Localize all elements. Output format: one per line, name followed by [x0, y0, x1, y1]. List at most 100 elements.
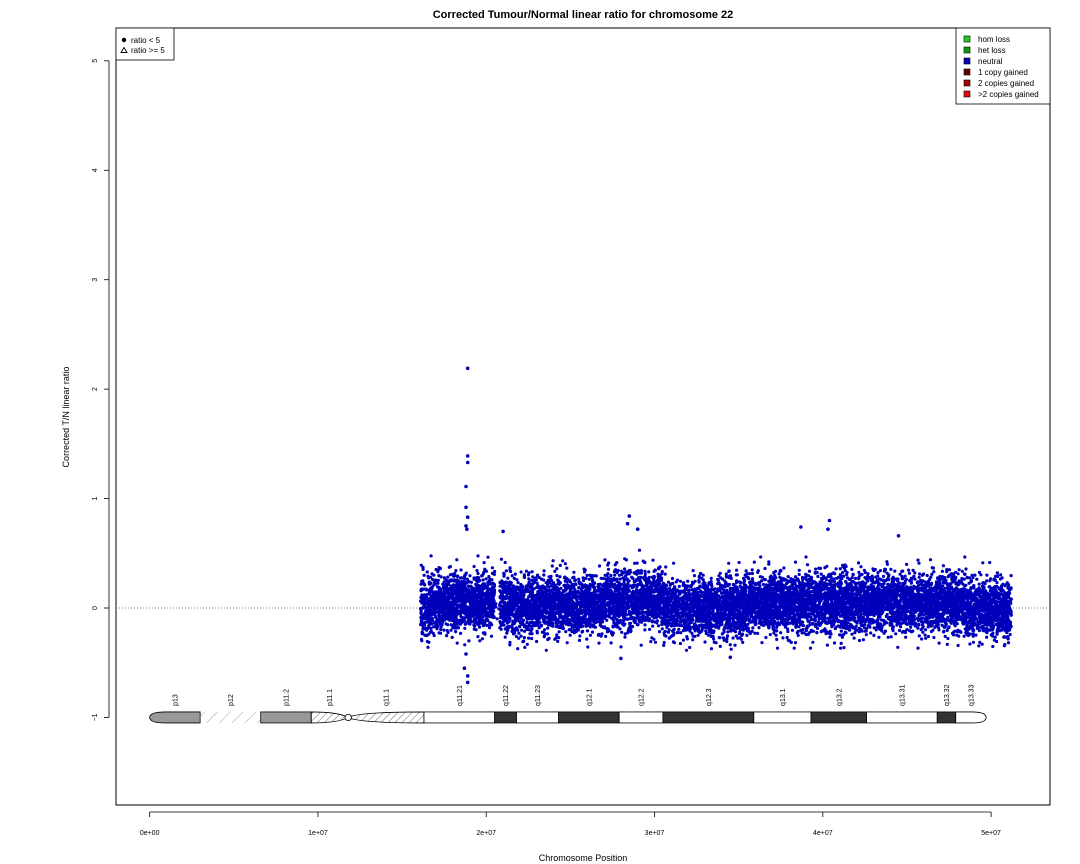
- data-point: [577, 577, 581, 581]
- data-point: [493, 590, 497, 594]
- data-point: [484, 577, 488, 581]
- band-label: q13.33: [968, 684, 975, 706]
- data-point: [643, 623, 647, 627]
- data-point: [521, 640, 525, 644]
- data-point: [745, 633, 749, 638]
- data-point: [572, 620, 576, 624]
- data-point: [557, 591, 561, 596]
- data-point: [608, 579, 613, 583]
- data-point: [455, 558, 459, 562]
- data-point: [565, 641, 569, 645]
- data-point: [449, 578, 453, 582]
- data-point: [519, 570, 523, 574]
- data-point: [605, 582, 610, 586]
- data-point: [505, 619, 509, 623]
- data-point: [483, 601, 488, 605]
- data-point: [530, 632, 534, 636]
- data-point: [482, 561, 486, 565]
- data-point: [450, 608, 454, 612]
- data-point: [662, 640, 666, 645]
- data-point: [452, 613, 456, 618]
- data-point: [503, 635, 507, 639]
- band-q13-2: [810, 711, 867, 724]
- data-point: [609, 597, 613, 601]
- data-point: [704, 629, 708, 633]
- data-point: [553, 569, 557, 574]
- data-point: [449, 605, 453, 610]
- data-point: [465, 615, 469, 619]
- data-point: [430, 618, 434, 623]
- data-point: [437, 614, 441, 618]
- data-point: [655, 597, 659, 601]
- data-point: [503, 560, 507, 565]
- data-point: [481, 572, 485, 576]
- data-point: [619, 594, 623, 598]
- data-point: [551, 588, 555, 592]
- band-q11-23: [516, 711, 559, 724]
- data-point: [539, 577, 544, 581]
- data-point: [651, 599, 655, 603]
- data-point: [653, 640, 658, 644]
- data-point: [584, 576, 588, 581]
- data-point: [507, 625, 512, 629]
- data-point: [562, 597, 566, 601]
- data-point: [517, 597, 522, 601]
- data-point: [615, 610, 619, 614]
- data-point: [439, 590, 443, 594]
- data-point: [447, 591, 451, 595]
- data-point: [556, 621, 560, 625]
- data-point: [532, 613, 536, 617]
- data-point: [650, 584, 654, 589]
- data-point: [435, 596, 439, 600]
- data-point: [421, 624, 425, 628]
- data-point: [655, 587, 660, 591]
- data-point: [420, 601, 424, 605]
- data-point: [597, 632, 601, 636]
- data-point: [534, 617, 539, 621]
- data-point: [422, 573, 426, 577]
- data-point: [594, 574, 598, 578]
- data-point: [442, 580, 446, 584]
- data-point: [427, 588, 431, 592]
- data-point: [465, 581, 469, 585]
- band-label: q13.2: [836, 688, 843, 706]
- data-point: [544, 600, 548, 605]
- data-point: [550, 617, 554, 621]
- data-point: [455, 581, 459, 585]
- data-point: [577, 601, 581, 605]
- data-point: [530, 627, 534, 631]
- data-point: [460, 598, 464, 602]
- data-point: [453, 592, 457, 596]
- data-point: [565, 596, 570, 601]
- data-point: [461, 616, 465, 620]
- band-q11-1: [347, 711, 425, 724]
- data-point: [473, 611, 477, 615]
- data-point: [675, 631, 680, 635]
- data-point: [649, 613, 654, 617]
- data-point: [640, 587, 644, 591]
- data-point: [598, 586, 602, 590]
- data-point: [628, 570, 633, 574]
- data-point: [503, 627, 507, 631]
- data-point: [574, 630, 578, 634]
- data-point: [581, 624, 585, 628]
- data-point: [469, 609, 473, 613]
- data-point: [615, 604, 619, 608]
- data-point: [434, 615, 438, 619]
- data-point: [493, 569, 497, 574]
- data-point: [591, 581, 595, 585]
- data-point: [564, 622, 568, 626]
- data-point: [587, 591, 591, 595]
- data-point: [432, 591, 436, 595]
- data-point: [446, 602, 450, 606]
- data-point: [458, 584, 462, 588]
- data-point: [744, 569, 748, 573]
- data-point: [604, 634, 608, 639]
- data-point: [467, 580, 471, 584]
- data-point: [585, 584, 589, 588]
- data-point: [518, 621, 523, 625]
- data-point: [603, 591, 607, 595]
- data-point: [644, 596, 648, 600]
- data-point: [512, 586, 516, 590]
- data-point: [438, 566, 442, 571]
